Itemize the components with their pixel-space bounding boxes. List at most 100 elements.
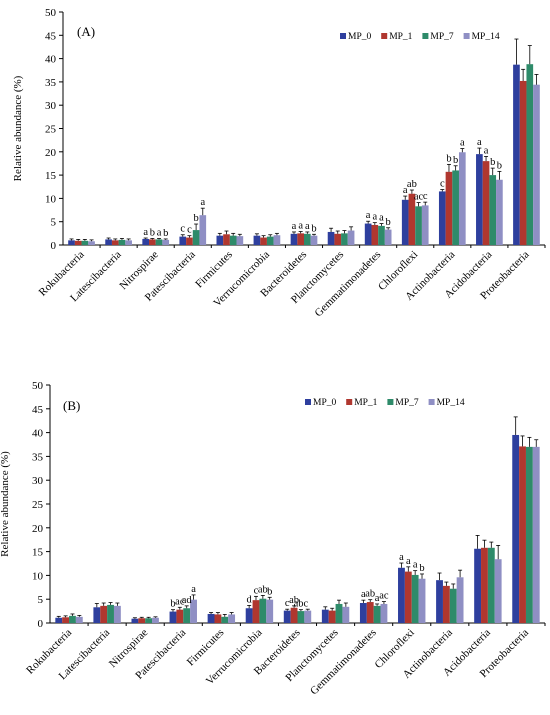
chart-0-significance-actinobacteria-mp-1: b: [446, 153, 451, 164]
chart-1-bar-actinobacteria-mp-7: [449, 588, 457, 623]
chart-1-x-tick-label-gemmatimonadetes: Gemmatimonadetes: [308, 627, 379, 698]
chart-0-y-tick-label-20: 20: [45, 147, 57, 159]
chart-0-significance-nitrospirae-mp-14: b: [163, 228, 168, 239]
chart-1-significance-gemmatimonadetes-mp-1: ab: [365, 589, 375, 600]
chart-1-legend-swatch-mp-7: [387, 399, 394, 405]
chart-0-significance-acidobacteria-mp-1: a: [484, 145, 489, 156]
chart-1-y-tick-label-10: 10: [32, 570, 44, 582]
chart-0-bar-nitrospirae-mp-7: [155, 239, 163, 245]
chart-1-bar-proteobacteria-mp-14: [532, 446, 540, 623]
chart-1-bar-latescibacteria-mp-1: [100, 605, 108, 623]
chart-0-significance-acidobacteria-mp-7: b: [490, 157, 495, 168]
chart-0-significance-patescibacteria-mp-7: b: [193, 213, 198, 224]
chart-1-significance-gemmatimonadetes-mp-7: a: [375, 593, 380, 604]
chart-0-bar-chloroflexi-mp-0: [401, 199, 409, 245]
chart-0-significance-bacteroidetes-mp-14: b: [311, 223, 316, 234]
chart-0-y-tick-label-50: 50: [45, 7, 57, 19]
chart-0-bar-acidobacteria-mp-1: [482, 161, 490, 245]
chart-1-bar-planctomycetes-mp-7: [335, 603, 343, 623]
chart-1-y-tick-label-25: 25: [32, 499, 44, 511]
chart-0-bar-verrucomicrobia-mp-1: [260, 237, 267, 245]
chart-0-significance-gemmatimonadetes-mp-14: b: [386, 217, 391, 228]
chart-0-significance-nitrospirae-mp-7: a: [157, 227, 162, 238]
chart-0-bar-planctomycetes-mp-0: [327, 231, 335, 245]
chart-0-significance-patescibacteria-mp-0: c: [180, 224, 185, 235]
chart-1-bar-planctomycetes-mp-0: [321, 609, 329, 623]
chart-1-bar-bacteroidetes-mp-14: [304, 610, 312, 623]
chart-0-bar-latescibacteria-mp-7: [118, 239, 126, 245]
chart-0-bar-gemmatimonadetes-mp-0: [364, 223, 372, 245]
panel-a-chart: 0 5 10 15 20 25 30 35 40 45 50 Relative abundance (…: [12, 7, 546, 319]
chart-1-significance-verrucomicrobia-mp-7: ab: [258, 584, 268, 595]
chart-1-significance-chloroflexi-mp-0: a: [399, 552, 404, 563]
chart-1-bar-rokubacteria-mp-1: [62, 617, 70, 623]
chart-0-significance-chloroflexi-mp-1: ab: [407, 179, 417, 190]
chart-1-y-tick-label-45: 45: [32, 404, 44, 416]
chart-1-y-tick-label-40: 40: [32, 428, 44, 440]
chart-0-y-tick-label-45: 45: [45, 30, 57, 42]
chart-1-bar-nitrospirae-mp-1: [138, 618, 146, 623]
chart-0-bar-verrucomicrobia-mp-7: [266, 236, 274, 245]
chart-0-bar-acidobacteria-mp-0: [476, 154, 483, 245]
chart-1-bar-verrucomicrobia-mp-7: [259, 598, 267, 623]
chart-0-bar-firmicutes-mp-14: [236, 236, 244, 245]
chart-1-bar-proteobacteria-mp-7: [525, 446, 533, 623]
chart-1-y-tick-label-0: 0: [38, 618, 44, 630]
chart-0-bar-planctomycetes-mp-1: [334, 233, 342, 245]
chart-0-bar-bacteroidetes-mp-14: [310, 235, 318, 245]
chart-0-y-tick-label-25: 25: [45, 124, 57, 136]
chart-0-bar-proteobacteria-mp-1: [519, 80, 527, 245]
chart-0-bar-bacteroidetes-mp-0: [290, 233, 298, 245]
chart-0-bar-actinobacteria-mp-1: [445, 171, 453, 245]
chart-0-bar-gemmatimonadetes-mp-1: [371, 224, 379, 245]
chart-0-legend-label-mp-7: MP_7: [430, 32, 453, 42]
chart-0-significance-acidobacteria-mp-0: a: [477, 137, 482, 148]
chart-0-legend: MP_0 MP_1 MP_7 MP_14: [340, 32, 500, 42]
chart-1-bar-chloroflexi-mp-7: [411, 574, 419, 623]
chart-1-bar-patescibacteria-mp-0: [169, 611, 177, 623]
chart-1-significance-patescibacteria-mp-0: b: [170, 599, 175, 610]
chart-0-bar-gemmatimonadetes-mp-14: [384, 229, 392, 245]
chart-1-bar-acidobacteria-mp-1: [481, 547, 488, 623]
chart-1-bar-gemmatimonadetes-mp-7: [373, 605, 381, 623]
chart-0-bar-latescibacteria-mp-14: [125, 240, 132, 245]
chart-1-significance-bacteroidetes-mp-7: abc: [294, 599, 309, 610]
chart-0-legend-label-mp-1: MP_1: [389, 32, 412, 42]
chart-0-bar-chloroflexi-mp-14: [421, 205, 429, 245]
chart-1-significance-chloroflexi-mp-1: a: [406, 556, 411, 567]
chart-1-bar-latescibacteria-mp-14: [113, 605, 121, 623]
chart-1-legend-label-mp-0: MP_0: [313, 398, 336, 408]
chart-0-bar-chloroflexi-mp-7: [415, 206, 422, 245]
panel-b-chart: 0 5 10 15 20 25 30 35 40 45 50 Relative abundance (…: [0, 380, 546, 698]
chart-1-bar-verrucomicrobia-mp-14: [266, 599, 274, 623]
chart-1-bar-actinobacteria-mp-14: [456, 577, 464, 623]
chart-1-bar-chloroflexi-mp-0: [398, 567, 405, 623]
chart-0-bar-latescibacteria-mp-1: [111, 240, 119, 245]
chart-0-bar-acidobacteria-mp-7: [489, 175, 497, 245]
chart-0-significance-chloroflexi-mp-14: c: [423, 191, 428, 202]
chart-1-bar-acidobacteria-mp-0: [474, 548, 482, 623]
chart-0-bar-verrucomicrobia-mp-0: [253, 235, 261, 245]
chart-1-bar-patescibacteria-mp-7: [183, 608, 191, 623]
chart-0-significance-actinobacteria-mp-14: a: [460, 138, 465, 149]
chart-0-bar-firmicutes-mp-0: [216, 235, 224, 245]
chart-1-significance-verrucomicrobia-mp-0: d: [247, 594, 253, 605]
chart-1-bar-latescibacteria-mp-0: [93, 607, 101, 623]
chart-1-legend-label-mp-7: MP_7: [395, 398, 418, 408]
chart-0-significance-bacteroidetes-mp-7: a: [305, 221, 310, 232]
chart-0-bar-gemmatimonadetes-mp-7: [378, 225, 385, 245]
chart-0-bar-planctomycetes-mp-7: [341, 233, 348, 245]
chart-0-y-tick-label-5: 5: [51, 217, 57, 229]
chart-1-bar-patescibacteria-mp-1: [176, 609, 184, 623]
chart-0-significance-actinobacteria-mp-0: c: [440, 179, 445, 190]
chart-0-y-axis-title: Relative abundance (%): [12, 75, 24, 181]
chart-0-significance-actinobacteria-mp-7: b: [453, 155, 458, 166]
chart-0-legend-swatch-mp-7: [422, 33, 429, 39]
chart-1-y-tick-label-20: 20: [32, 523, 44, 535]
chart-1-bar-chloroflexi-mp-1: [404, 571, 412, 623]
chart-0-y-tick-label-40: 40: [45, 54, 57, 66]
chart-0-y-tick-label-0: 0: [51, 240, 57, 252]
chart-1-significance-patescibacteria-mp-14: a: [191, 584, 196, 595]
chart-1-bar-nitrospirae-mp-7: [145, 618, 153, 623]
